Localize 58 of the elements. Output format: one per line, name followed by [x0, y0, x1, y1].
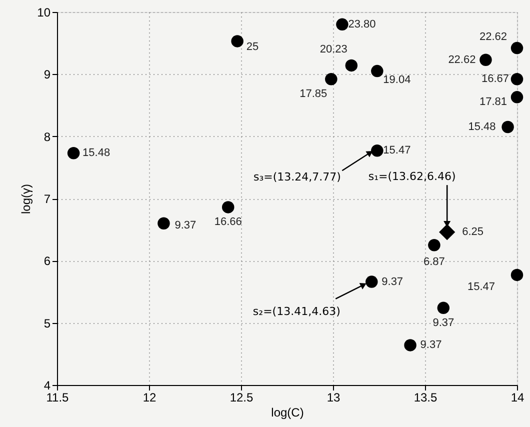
annotation: 16.67 — [481, 73, 509, 86]
x-tick-label: 11.5 — [46, 390, 70, 404]
annotation: 15.48 — [468, 121, 496, 134]
x-tick-label: 12.5 — [230, 390, 254, 404]
annotation: 22.62 — [448, 54, 476, 66]
x-tick-label: 12 — [142, 390, 156, 404]
point — [371, 144, 384, 157]
annotation: 17.81 — [479, 96, 507, 108]
point — [158, 217, 170, 230]
point — [336, 18, 348, 31]
point — [510, 268, 524, 282]
annotation: 22.62 — [479, 31, 507, 44]
point — [345, 59, 358, 72]
point — [480, 54, 492, 66]
y-tick-label: 9 — [44, 68, 51, 82]
annotation: 9.37 — [382, 276, 404, 288]
annotation: 15.47 — [467, 280, 495, 293]
point — [510, 42, 524, 54]
annotation: 15.48 — [82, 147, 110, 160]
y-tick-label: 5 — [44, 316, 51, 330]
y-tick-label: 6 — [44, 254, 51, 268]
y-tick-label: 8 — [44, 130, 51, 144]
y-tick-label: 7 — [44, 192, 51, 206]
y-tick-label: 4 — [44, 378, 51, 392]
annotation: 17.85 — [300, 88, 328, 100]
annotation: 25 — [246, 41, 259, 54]
point — [404, 339, 416, 352]
annotation: s₃=(13.24,7.77) — [253, 170, 341, 184]
point — [366, 276, 378, 288]
point — [222, 201, 234, 214]
annotation: 9.37 — [432, 316, 454, 329]
point — [510, 73, 524, 86]
annotation: 6.25 — [462, 226, 484, 238]
annotation: 15.47 — [383, 144, 411, 157]
annotation: 19.04 — [383, 74, 411, 86]
point — [439, 224, 456, 240]
point — [502, 120, 514, 134]
point — [371, 64, 384, 78]
point — [437, 302, 450, 314]
annotation: 20.23 — [320, 43, 348, 56]
x-tick-label: 14 — [510, 390, 524, 404]
annotation: s₁=(13.62,6.46) — [368, 170, 456, 184]
point — [325, 73, 338, 86]
annotation: 16.66 — [214, 216, 242, 228]
point — [428, 239, 440, 252]
x-tick-label: 13.5 — [414, 390, 438, 404]
x-tick-label: 13 — [326, 390, 340, 404]
point — [510, 91, 524, 104]
annotation: 9.37 — [174, 219, 196, 232]
annotation: s₂=(13.41,4.63) — [252, 304, 340, 318]
annotation: 6.87 — [423, 256, 445, 268]
annotation: 23.80 — [348, 18, 376, 30]
x-axis-title: log(C) — [271, 406, 304, 420]
annotation: 9.37 — [420, 339, 442, 352]
point — [67, 147, 80, 160]
y-tick-label: 10 — [37, 6, 51, 20]
point — [231, 35, 244, 48]
y-axis-title: log(γ) — [19, 184, 34, 214]
